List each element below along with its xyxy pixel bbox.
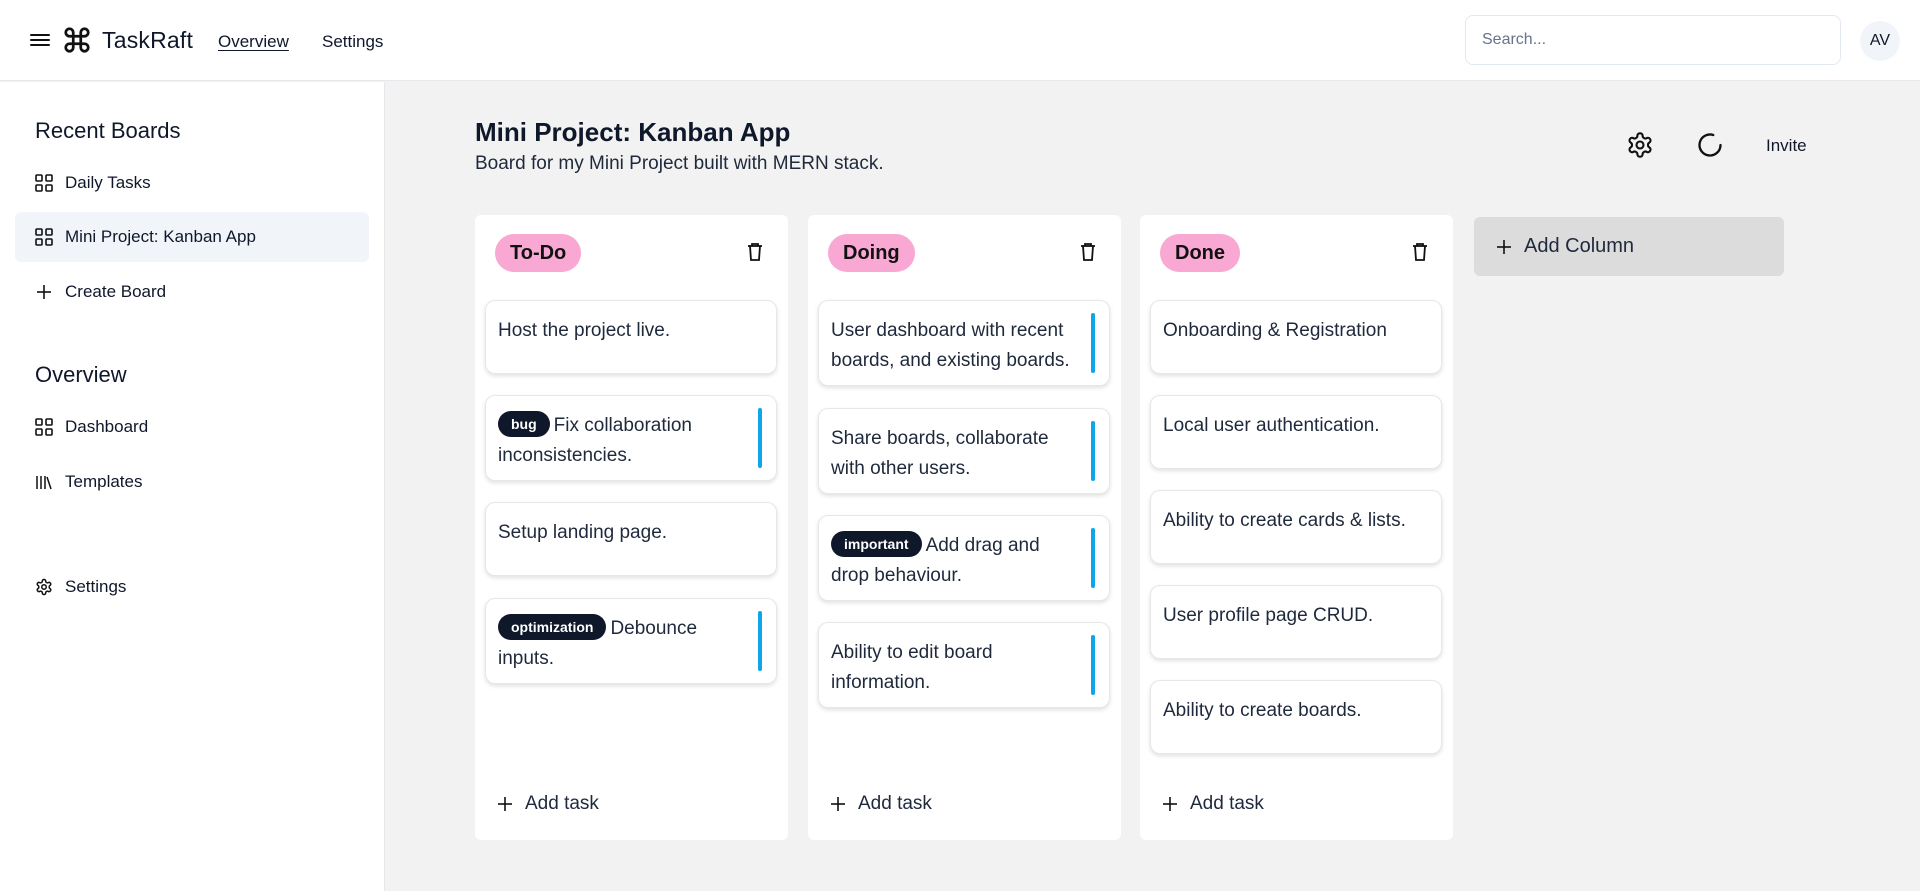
add-column-label: Add Column (1524, 235, 1635, 257)
board-settings-button[interactable] (1626, 131, 1654, 159)
sidebar: Recent Boards Daily Tasks Mini Project: … (0, 82, 385, 891)
sidebar-item-settings[interactable]: Settings (15, 562, 369, 612)
sidebar-item-label: Settings (65, 577, 127, 596)
card-text: User dashboard with recent boards, and e… (831, 320, 1070, 371)
card-text: Ability to create cards & lists. (1163, 510, 1406, 531)
grid-icon (35, 418, 53, 436)
nav-overview-link[interactable]: Overview (218, 32, 289, 51)
card-accent-bar (1091, 313, 1095, 373)
sidebar-item-label: Create Board (65, 282, 167, 301)
sidebar-item-daily-tasks[interactable]: Daily Tasks (15, 158, 369, 208)
card-text: Add drag and drop behaviour. (831, 535, 1040, 586)
board-title: Mini Project: Kanban App (475, 117, 791, 147)
tag-badge: bug (498, 411, 550, 437)
card-accent-bar (1091, 528, 1095, 588)
sidebar-item-create-board[interactable]: Create Board (15, 267, 369, 317)
card-accent-bar (758, 408, 762, 468)
column-title[interactable]: Doing (828, 234, 915, 272)
task-card[interactable]: important Add drag and drop behaviour. (818, 515, 1110, 601)
column-todo: To-Do Host the project live. bug Fix coll… (475, 215, 788, 840)
avatar[interactable]: AV (1860, 21, 1900, 61)
plus-icon (1163, 797, 1177, 811)
task-card[interactable]: Setup landing page. (485, 502, 777, 576)
trash-icon[interactable] (1411, 241, 1429, 263)
column-title[interactable]: To-Do (495, 234, 582, 272)
plus-icon (1497, 239, 1511, 254)
recent-boards-heading: Recent Boards (35, 118, 181, 143)
grid-icon (35, 174, 53, 192)
card-text: Fix collaboration inconsistencies. (498, 415, 692, 466)
task-card[interactable]: Onboarding & Registration (1150, 300, 1442, 374)
plus-icon (35, 283, 53, 301)
trash-icon[interactable] (746, 241, 764, 263)
tag-badge: important (831, 531, 922, 557)
task-card[interactable]: Local user authentication. (1150, 395, 1442, 469)
search-input[interactable] (1465, 15, 1841, 65)
sidebar-item-mini-project[interactable]: Mini Project: Kanban App (15, 212, 369, 262)
column-done: Done Onboarding & Registration Local use… (1140, 215, 1453, 840)
refresh-button[interactable] (1696, 131, 1724, 159)
card-text: Share boards, collaborate with other use… (831, 428, 1049, 479)
sidebar-item-label: Mini Project: Kanban App (65, 227, 256, 246)
card-accent-bar (758, 611, 762, 671)
sidebar-item-templates[interactable]: Templates (15, 457, 369, 507)
invite-button[interactable]: Invite (1766, 136, 1807, 155)
gear-icon (1628, 132, 1652, 158)
task-card[interactable]: User dashboard with recent boards, and e… (818, 300, 1110, 386)
card-text: Ability to create boards. (1163, 700, 1362, 721)
plus-icon (498, 797, 512, 811)
card-text: Setup landing page. (498, 522, 668, 543)
card-accent-bar (1091, 635, 1095, 695)
tag-badge: optimization (498, 614, 607, 640)
task-card[interactable]: Ability to edit board information. (818, 622, 1110, 708)
task-card[interactable]: Ability to create boards. (1150, 680, 1442, 754)
column-doing: Doing User dashboard with recent boards,… (808, 215, 1121, 840)
board-description: Board for my Mini Project built with MER… (475, 153, 884, 174)
command-logo-icon[interactable] (62, 25, 92, 55)
sidebar-item-label: Daily Tasks (65, 173, 151, 192)
trash-icon[interactable] (1079, 241, 1097, 263)
task-card[interactable]: bug Fix collaboration inconsistencies. (485, 395, 777, 481)
task-card[interactable]: User profile page CRUD. (1150, 585, 1442, 659)
card-text: Ability to edit board information. (831, 642, 993, 693)
overview-heading: Overview (35, 362, 127, 387)
task-card[interactable]: Host the project live. (485, 300, 777, 374)
card-text: Onboarding & Registration (1163, 320, 1387, 341)
card-text: User profile page CRUD. (1163, 605, 1374, 626)
add-task-label: Add task (858, 793, 932, 814)
grid-icon (35, 228, 53, 246)
nav-settings-link[interactable]: Settings (322, 32, 384, 51)
task-card[interactable]: optimization Debounce inputs. (485, 598, 777, 684)
brand-name[interactable]: TaskRaft (102, 27, 194, 53)
add-task-button[interactable]: Add task (1162, 793, 1264, 815)
card-text: Host the project live. (498, 320, 671, 341)
task-card[interactable]: Share boards, collaborate with other use… (818, 408, 1110, 494)
gear-icon (35, 578, 53, 596)
add-task-label: Add task (1190, 793, 1264, 814)
sidebar-item-label: Templates (65, 472, 143, 491)
sidebar-item-dashboard[interactable]: Dashboard (15, 402, 369, 452)
card-text: Local user authentication. (1163, 415, 1380, 436)
card-text: Debounce inputs. (498, 618, 698, 669)
loading-spinner-icon (1698, 133, 1722, 157)
add-column-button[interactable]: Add Column (1474, 217, 1784, 276)
top-header: TaskRaft Overview Settings AV (0, 0, 1920, 81)
plus-icon (831, 797, 845, 811)
card-accent-bar (1091, 421, 1095, 481)
add-task-button[interactable]: Add task (497, 793, 599, 815)
library-icon (35, 473, 53, 491)
task-card[interactable]: Ability to create cards & lists. (1150, 490, 1442, 564)
menu-icon[interactable] (30, 31, 50, 49)
sidebar-item-label: Dashboard (65, 417, 149, 436)
column-title[interactable]: Done (1160, 234, 1240, 272)
add-task-label: Add task (525, 793, 599, 814)
add-task-button[interactable]: Add task (830, 793, 932, 815)
